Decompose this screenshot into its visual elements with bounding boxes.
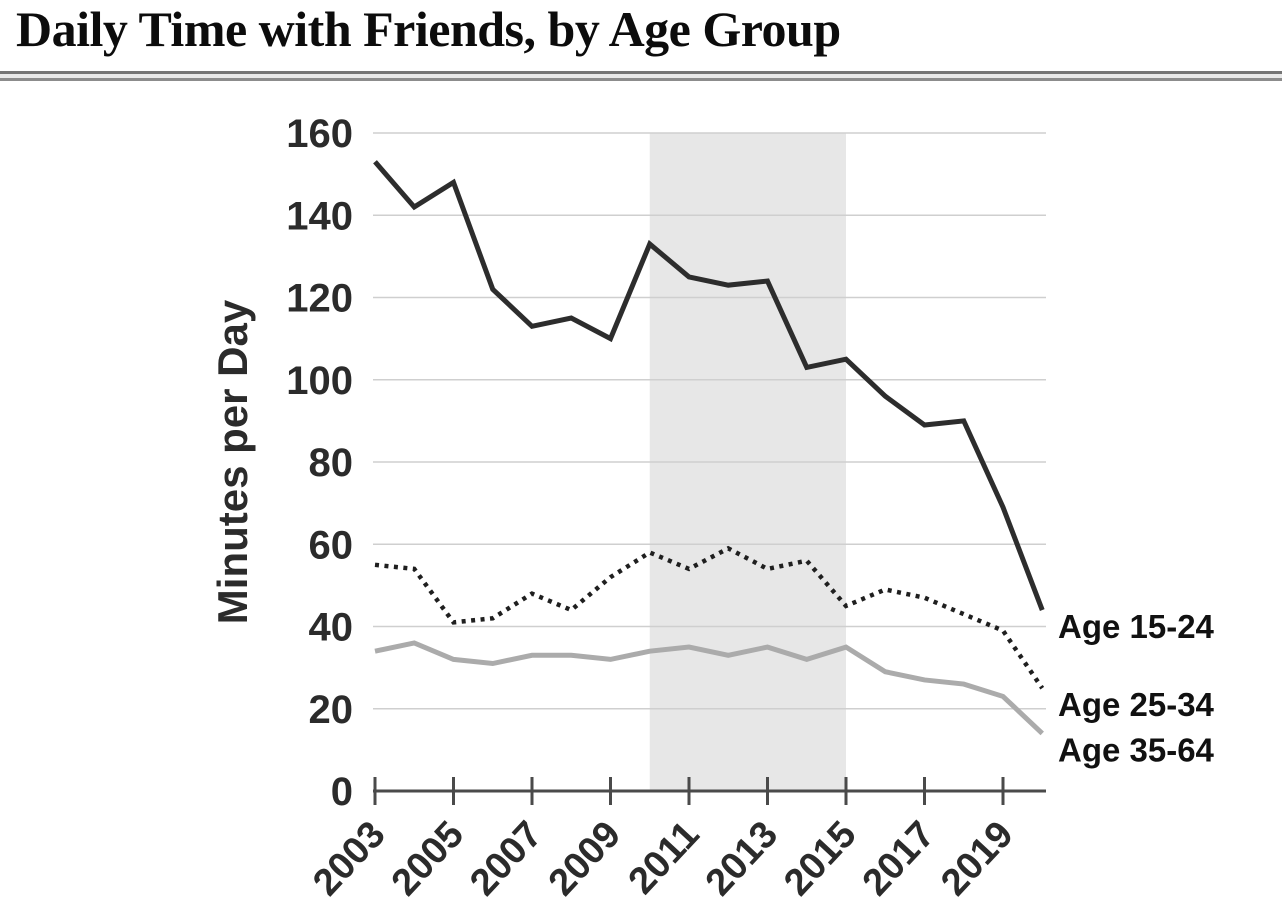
x-tick-label: 2009 (541, 813, 629, 903)
y-tick-label: 120 (286, 277, 353, 321)
y-tick-label: 40 (309, 606, 354, 650)
y-tick-label: 80 (309, 441, 354, 485)
y-tick-label: 100 (286, 359, 353, 403)
x-tick-label: 2003 (305, 813, 393, 903)
series-label-age-35-64: Age 35-64 (1058, 731, 1215, 768)
title-divider (0, 71, 1282, 81)
series-line-age-35-64 (374, 640, 1044, 736)
series-line-age-15-24 (373, 160, 1045, 611)
series-label-age-25-34: Age 25-34 (1058, 686, 1215, 723)
x-tick-label: 2005 (384, 813, 472, 903)
x-tick-label: 2017 (855, 813, 943, 903)
y-tick-label: 0 (331, 770, 353, 814)
x-tick-label: 2015 (776, 813, 864, 903)
y-tick-label: 20 (309, 688, 354, 732)
x-tick-label: 2007 (462, 813, 550, 903)
x-tick-label: 2011 (621, 813, 708, 902)
y-axis-title: Minutes per Day (209, 299, 256, 624)
x-tick-label: 2019 (933, 813, 1021, 903)
x-tick-label: 2013 (698, 813, 786, 903)
y-tick-label: 140 (286, 194, 353, 238)
y-tick-label: 60 (309, 523, 354, 567)
y-tick-label: 160 (286, 112, 353, 156)
page-title: Daily Time with Friends, by Age Group (16, 1, 841, 57)
series-label-age-15-24: Age 15-24 (1058, 608, 1215, 645)
